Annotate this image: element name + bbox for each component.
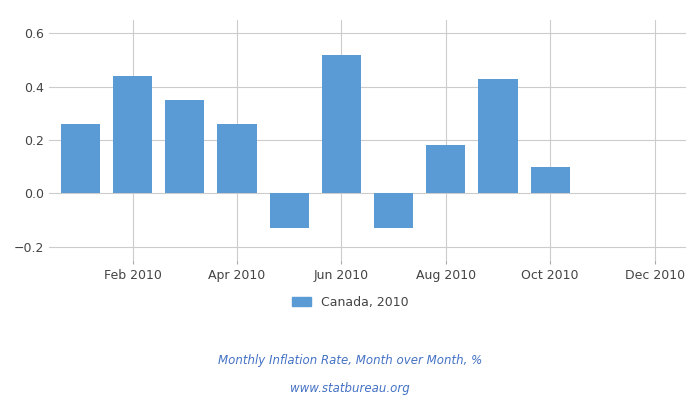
Bar xyxy=(374,193,413,228)
Bar xyxy=(270,193,309,228)
Bar xyxy=(218,124,256,193)
Bar xyxy=(113,76,152,193)
Legend: Canada, 2010: Canada, 2010 xyxy=(287,291,413,314)
Bar xyxy=(479,79,517,193)
Text: Monthly Inflation Rate, Month over Month, %: Monthly Inflation Rate, Month over Month… xyxy=(218,354,482,367)
Bar xyxy=(322,55,361,193)
Text: www.statbureau.org: www.statbureau.org xyxy=(290,382,410,395)
Bar xyxy=(165,100,204,193)
Bar xyxy=(61,124,100,193)
Bar xyxy=(426,145,466,193)
Bar xyxy=(531,167,570,193)
